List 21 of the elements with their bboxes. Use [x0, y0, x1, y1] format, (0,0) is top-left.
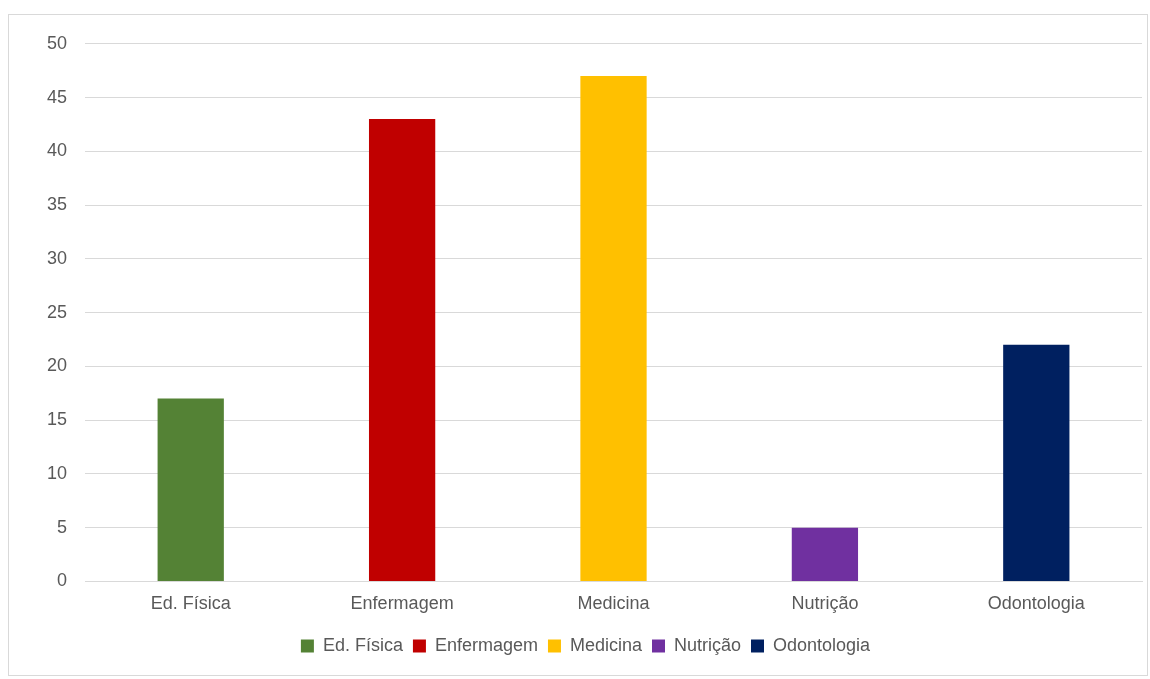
y-tick-label: 50 [46, 32, 68, 53]
y-tick-label: 10 [46, 462, 68, 483]
x-tick-label: Medicina [577, 593, 651, 614]
x-tick-label: Ed. Física [150, 593, 232, 614]
legend-label: Enfermagem [434, 634, 538, 655]
legend-label: Ed. Física [322, 634, 404, 655]
y-tick-label: 0 [57, 570, 68, 591]
x-tick-label: Odontologia [987, 593, 1086, 614]
y-tick-label: 20 [46, 355, 68, 376]
y-tick-label: 5 [57, 516, 68, 537]
x-tick-label: Nutrição [791, 593, 859, 614]
legend-label: Nutrição [674, 634, 742, 655]
y-tick-label: 15 [46, 409, 68, 430]
x-tick-label: Enfermagem [350, 593, 454, 614]
y-tick-label: 35 [46, 194, 68, 215]
y-tick-label: 25 [46, 301, 68, 322]
legend-label: Odontologia [773, 634, 872, 655]
y-tick-label: 45 [46, 86, 68, 107]
legend-label: Medicina [569, 634, 643, 655]
y-tick-label: 30 [46, 247, 68, 268]
y-tick-label: 40 [46, 140, 68, 161]
